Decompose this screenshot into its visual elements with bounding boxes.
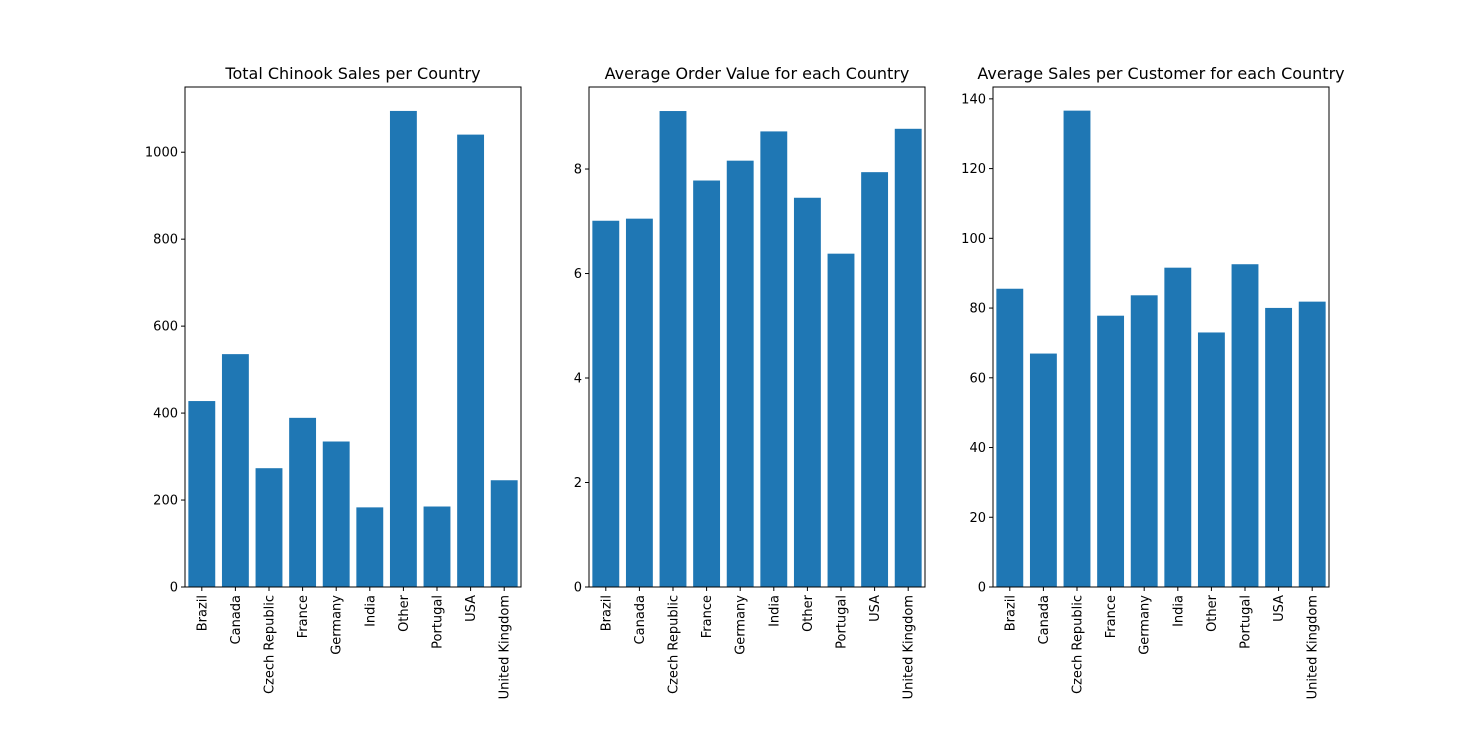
x-tick-label: USA <box>1272 595 1287 622</box>
x-tick-label: Other <box>397 594 412 632</box>
x-tick-label: Germany <box>1138 595 1153 655</box>
bar-czech-republic <box>255 468 283 587</box>
bar-other <box>793 197 821 587</box>
x-tick-label: Brazil <box>1003 595 1018 631</box>
x-tick-label: USA <box>868 595 883 622</box>
bar-portugal <box>827 253 855 588</box>
bar-canada <box>1029 353 1057 587</box>
bar-united-kingdom <box>490 480 518 587</box>
y-tick-label: 60 <box>969 371 986 386</box>
x-tick-label: Portugal <box>431 595 446 649</box>
bar-usa <box>1265 307 1293 587</box>
y-tick-label: 0 <box>170 581 178 596</box>
x-tick-label: Canada <box>633 595 648 644</box>
x-tick-label: Brazil <box>195 595 210 631</box>
bar-portugal <box>423 506 451 587</box>
axes-frame <box>184 86 522 588</box>
x-tick-label: United Kingdom <box>498 595 513 699</box>
y-tick-label: 140 <box>961 92 986 107</box>
bar-portugal <box>1231 264 1259 587</box>
bar-france <box>693 180 721 587</box>
x-tick-label: Germany <box>734 595 749 655</box>
x-tick-label: USA <box>464 595 479 622</box>
bar-czech-republic <box>659 111 687 587</box>
x-tick-label: Canada <box>229 595 244 644</box>
y-tick-label: 0 <box>574 581 582 596</box>
x-tick-label: Germany <box>330 595 345 655</box>
x-tick-label: India <box>767 595 782 627</box>
x-tick-label: Czech Republic <box>667 595 682 694</box>
x-tick-label: Other <box>1205 594 1220 632</box>
y-tick-label: 20 <box>969 511 986 526</box>
y-tick-label: 40 <box>969 441 986 456</box>
bar-czech-republic <box>1063 110 1091 587</box>
y-tick-label: 200 <box>153 494 178 509</box>
chart-title: Average Order Value for each Country <box>605 64 910 83</box>
y-tick-label: 1000 <box>145 146 178 161</box>
x-tick-label: France <box>700 595 715 638</box>
x-tick-label: India <box>363 595 378 627</box>
x-tick-label: Czech Republic <box>1071 595 1086 694</box>
bar-india <box>356 507 384 587</box>
bar-france <box>1097 315 1125 587</box>
x-tick-label: United Kingdom <box>1306 595 1321 699</box>
chart-title: Average Sales per Customer for each Coun… <box>977 64 1344 83</box>
bar-united-kingdom <box>894 128 922 588</box>
x-tick-label: India <box>1171 595 1186 627</box>
x-tick-label: Portugal <box>835 595 850 649</box>
y-tick-label: 6 <box>574 267 582 282</box>
y-tick-label: 400 <box>153 407 178 422</box>
y-tick-label: 120 <box>961 162 986 177</box>
bar-india <box>1164 267 1192 587</box>
bar-other <box>1197 332 1225 587</box>
y-tick-label: 600 <box>153 320 178 335</box>
y-tick-label: 2 <box>574 476 582 491</box>
bar-canada <box>625 218 653 587</box>
y-tick-label: 800 <box>153 233 178 248</box>
x-tick-label: France <box>1104 595 1119 638</box>
x-tick-label: Canada <box>1037 595 1052 644</box>
bar-brazil <box>188 401 216 587</box>
x-tick-label: Portugal <box>1239 595 1254 649</box>
bar-united-kingdom <box>1298 301 1326 587</box>
x-tick-label: Czech Republic <box>263 595 278 694</box>
bar-brazil <box>592 220 620 587</box>
bar-other <box>389 110 417 587</box>
bar-germany <box>322 441 350 587</box>
bar-france <box>289 417 317 587</box>
chart-average-order-value: Average Order Value for each Country Bra… <box>574 64 926 699</box>
x-tick-label: France <box>296 595 311 638</box>
x-tick-label: Other <box>801 594 816 632</box>
chart-total-sales: Total Chinook Sales per Country Brazil Ca… <box>145 64 522 699</box>
y-tick-label: 80 <box>969 302 986 317</box>
bar-germany <box>726 160 754 588</box>
bar-canada <box>221 354 249 587</box>
bar-usa <box>861 172 889 587</box>
axes-frame <box>588 86 926 588</box>
bar-india <box>760 131 788 587</box>
y-tick-label: 4 <box>574 372 582 387</box>
axes-frame <box>992 86 1330 588</box>
bar-usa <box>457 134 485 588</box>
chart-average-sales-per-customer: Average Sales per Customer for each Coun… <box>961 64 1344 699</box>
x-tick-label: Brazil <box>599 595 614 631</box>
bar-germany <box>1130 295 1158 587</box>
x-tick-label: United Kingdom <box>902 595 917 699</box>
chart-title: Total Chinook Sales per Country <box>224 64 480 83</box>
y-tick-label: 8 <box>574 163 582 178</box>
y-tick-label: 100 <box>961 232 986 247</box>
y-tick-label: 0 <box>978 581 986 596</box>
bar-brazil <box>996 288 1024 587</box>
